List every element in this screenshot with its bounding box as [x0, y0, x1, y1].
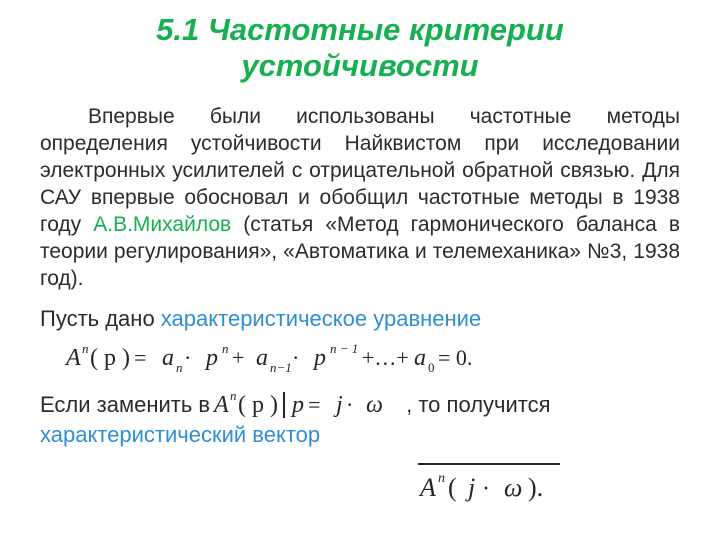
intro-paragraph: Впервые были использованы частотные мето…: [40, 104, 680, 292]
eq1-sup-nm1: n − 1: [330, 341, 358, 356]
inl-A: A: [212, 392, 229, 418]
inl-sup-n: n: [230, 388, 237, 403]
eq1-sup-n2: n: [222, 341, 229, 356]
eq1-dots: +…+: [362, 345, 409, 370]
eq1-eq: =: [134, 345, 146, 370]
eq1-sup-n1: n: [82, 341, 89, 356]
line1-pre: Пусть дано: [40, 306, 161, 331]
line-char-vector: характеристический вектор: [40, 420, 680, 450]
inl-p: p: [290, 392, 304, 418]
eq1-a0: a: [414, 345, 426, 371]
inl-parg: ( p ): [238, 392, 278, 418]
eq1-tail: = 0.: [438, 345, 472, 370]
eq1-sub-nm1: n−1: [270, 360, 292, 375]
term-char-vector: характеристический вектор: [40, 422, 320, 447]
eq1-an: a: [162, 345, 174, 371]
inl-j: j: [333, 392, 343, 418]
eq1-sub-0: 0: [428, 360, 435, 375]
eq1-p2: p: [312, 345, 326, 371]
eq1-anm1: a: [256, 345, 268, 371]
line-substitution: Если заменить в A n ( p ) p = j · ω , то…: [40, 388, 680, 422]
inl-eq: =: [308, 392, 320, 417]
term-char-equation: характеристическое уравнение: [161, 306, 481, 331]
eq1-A: A: [64, 345, 81, 371]
equation-characteristic: A n ( p ) = a n · p n + a n−1 · p n − 1 …: [64, 338, 680, 378]
eq1-dot1: ·: [184, 345, 191, 370]
eq1-sub-n: n: [176, 360, 183, 375]
fin-open: (: [448, 473, 457, 502]
fin-sup-n: n: [438, 471, 445, 486]
line2-pre: Если заменить в: [40, 392, 210, 418]
inl-omega: ω: [366, 392, 383, 418]
inline-math: A n ( p ) p = j · ω: [210, 388, 406, 422]
line2-mid: , то получится: [406, 392, 550, 418]
eq1-dot2: ·: [292, 345, 299, 370]
slide-title: 5.1 Частотные критерии устойчивости: [80, 12, 640, 83]
line-char-equation: Пусть дано характеристическое уравнение: [40, 304, 680, 334]
fin-dot: ·: [482, 476, 490, 502]
eq1-p1: p: [204, 345, 218, 371]
inl-dot: ·: [346, 392, 353, 417]
fin-omega: ω: [504, 473, 522, 502]
eq1-parg1: ( p ): [90, 345, 130, 371]
fin-j: j: [465, 473, 475, 502]
author-name: А.В.Михайлов: [93, 213, 231, 236]
fin-A: A: [418, 473, 436, 502]
fin-close: ).: [528, 473, 543, 502]
eq1-plus1: +: [232, 345, 244, 370]
equation-vector: A n ( j · ω ).: [410, 458, 680, 508]
